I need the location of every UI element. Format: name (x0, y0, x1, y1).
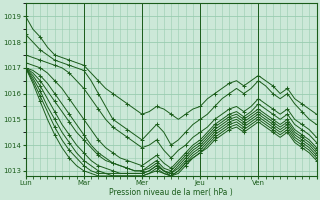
X-axis label: Pression niveau de la mer( hPa ): Pression niveau de la mer( hPa ) (109, 188, 233, 197)
